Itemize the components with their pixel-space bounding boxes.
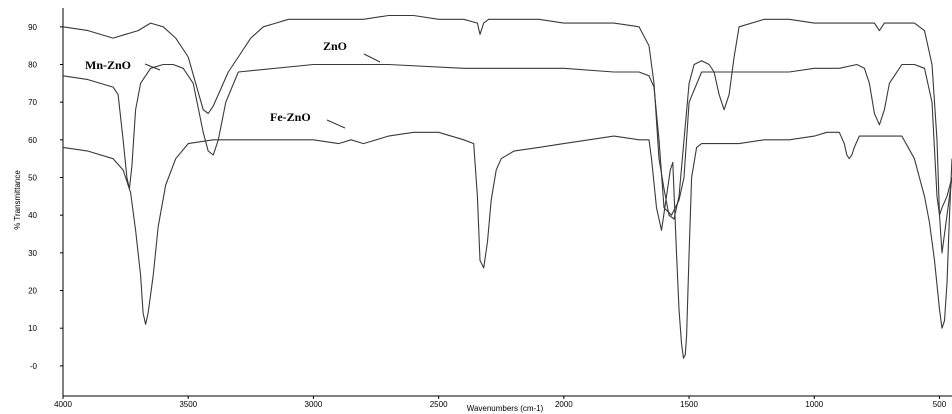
y-axis-title: % Transmittance (13, 170, 22, 230)
x-tick-label: 3000 (305, 400, 323, 409)
y-tick-label: -0 (30, 362, 38, 371)
x-axis-ticks: 4000 3500 3000 2500 2000 1500 1000 500 (54, 396, 947, 409)
mn-zno-label-arrow (144, 63, 161, 71)
plot-area: 90 80 70 60 50 40 30 20 10 -0 4000 3500 3000 2500 200… (28, 8, 952, 409)
x-tick-label: 1500 (680, 400, 698, 409)
y-tick-label: 80 (28, 61, 37, 70)
annotation-layer: ZnO Mn-ZnO Fe-ZnO (85, 39, 381, 129)
y-tick-label: 40 (28, 211, 37, 220)
x-tick-label: 2500 (430, 400, 448, 409)
y-axis-ticks: 90 80 70 60 50 40 30 20 10 -0 (28, 23, 63, 371)
zno-series-label: ZnO (323, 39, 347, 53)
y-tick-label: 50 (28, 174, 37, 183)
y-tick-label: 20 (28, 287, 37, 296)
mn-zno-series-line (62, 63, 952, 216)
x-tick-label: 3500 (179, 400, 197, 409)
fe-zno-series-line (62, 131, 952, 359)
mn-zno-series-label: Mn-ZnO (85, 58, 131, 72)
zno-series-line (62, 14, 952, 254)
y-tick-label: 30 (28, 249, 37, 258)
x-tick-label: 500 (933, 400, 947, 409)
fe-zno-series-label: Fe-ZnO (270, 110, 311, 124)
y-tick-label: 10 (28, 324, 37, 333)
y-tick-label: 60 (28, 136, 37, 145)
y-tick-label: 70 (28, 98, 37, 107)
x-tick-label: 1000 (805, 400, 823, 409)
fe-zno-label-arrow (326, 119, 346, 129)
y-tick-label: 90 (28, 23, 37, 32)
x-tick-label: 2000 (555, 400, 573, 409)
x-axis-title: Wavenumbers (cm-1) (467, 404, 544, 413)
series-layer (62, 14, 952, 359)
x-tick-label: 4000 (54, 400, 72, 409)
zno-label-arrow (363, 53, 381, 63)
